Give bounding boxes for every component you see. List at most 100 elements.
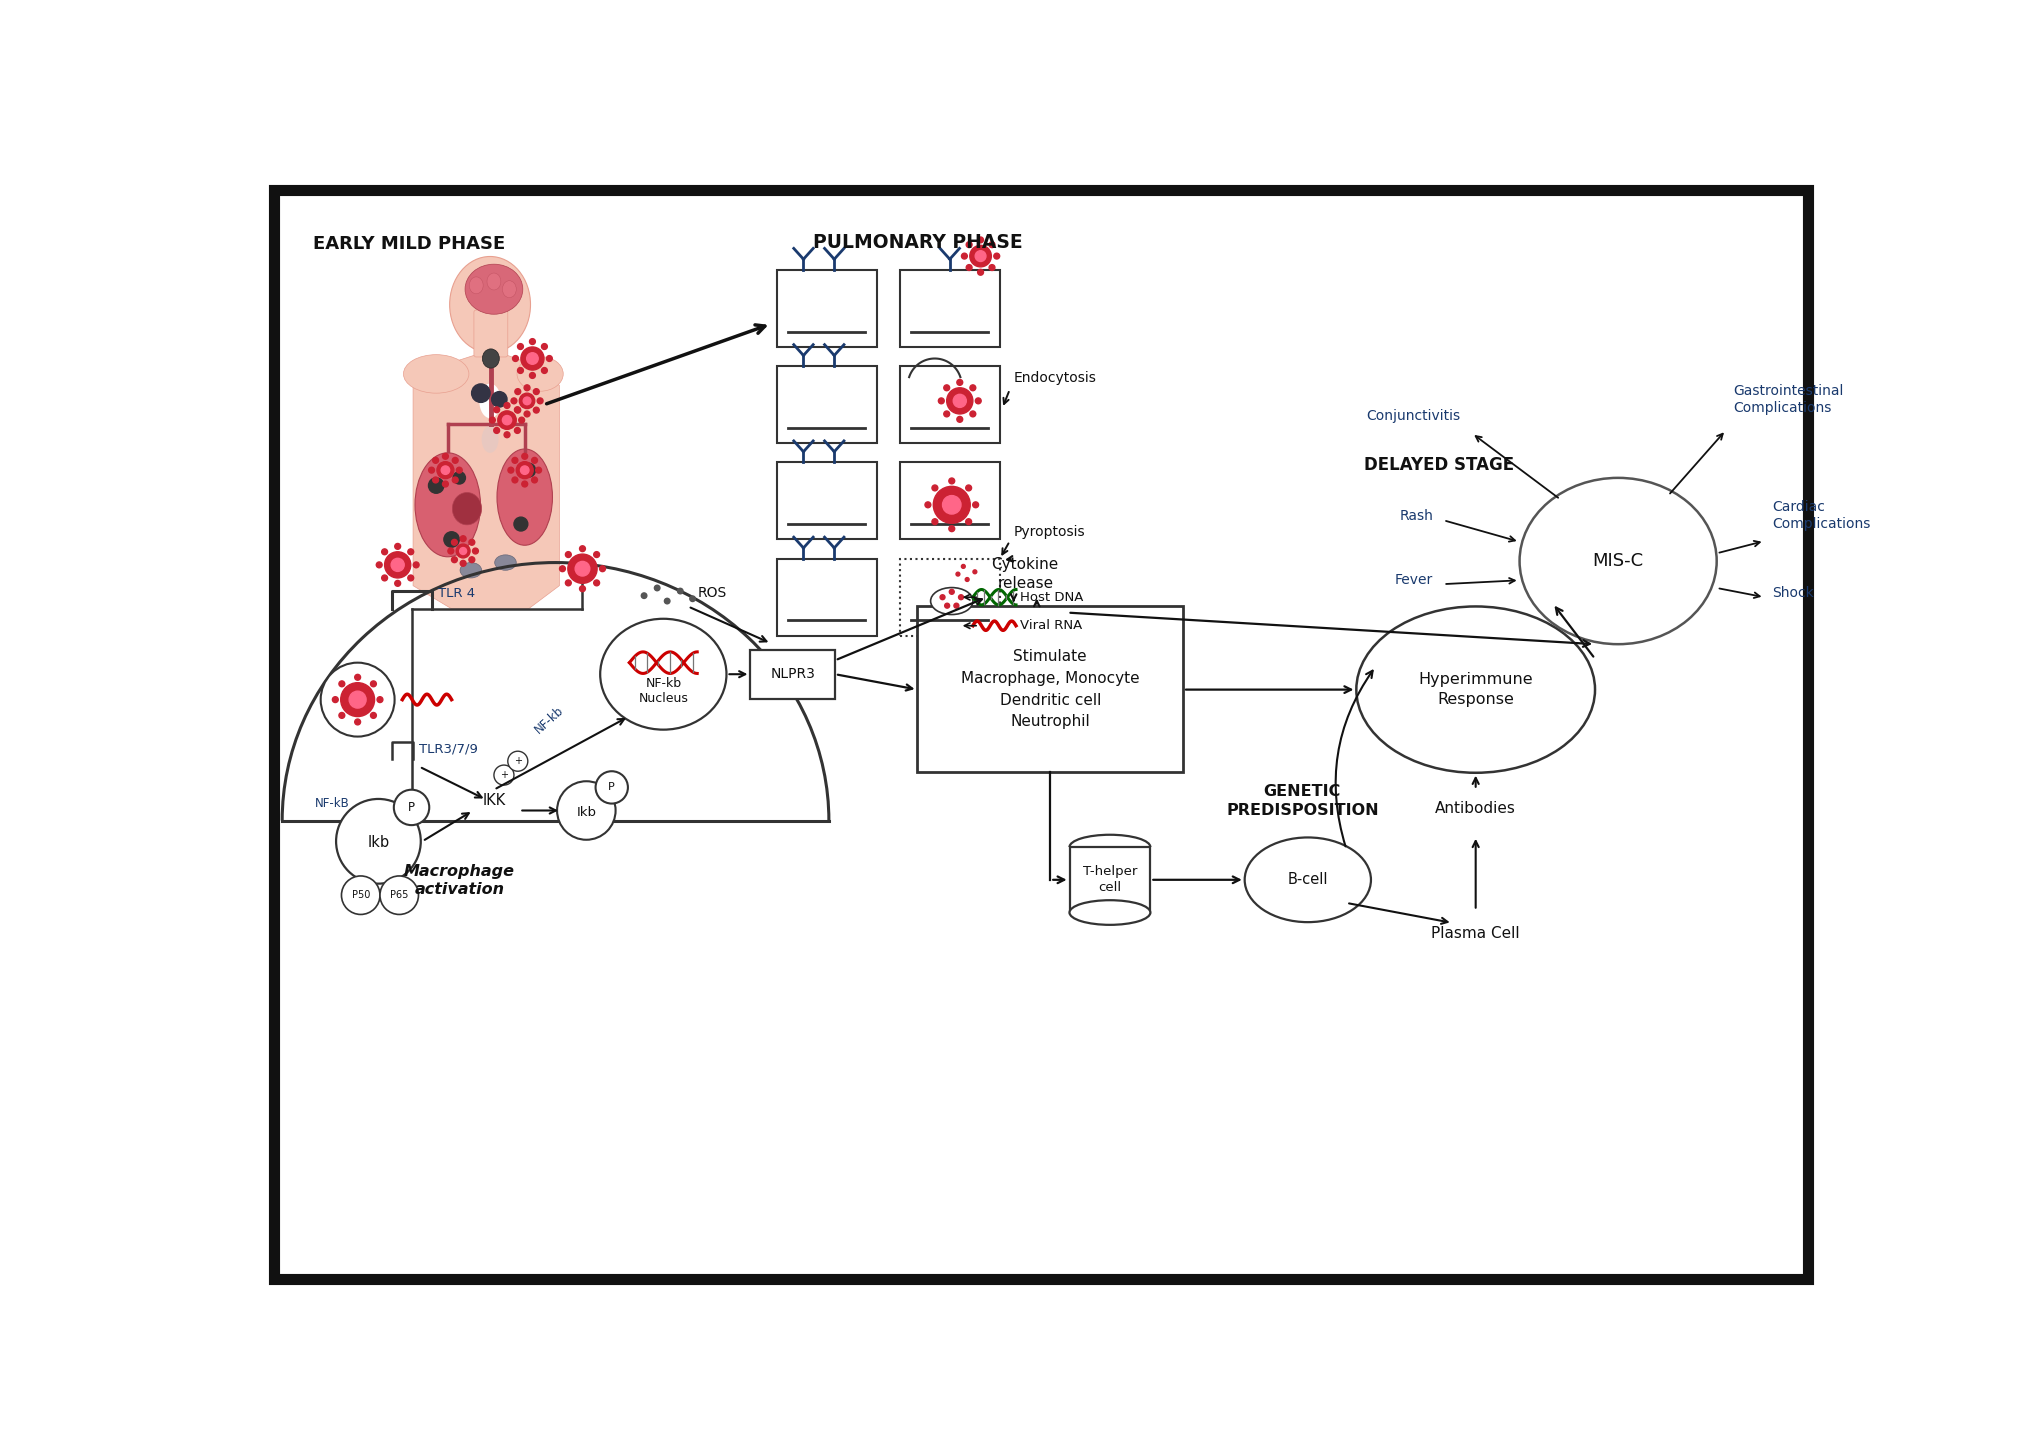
Text: Plasma Cell: Plasma Cell	[1431, 926, 1520, 941]
Circle shape	[471, 384, 490, 403]
Circle shape	[654, 585, 660, 590]
Text: NLPR3: NLPR3	[770, 667, 815, 682]
Circle shape	[532, 477, 536, 483]
Circle shape	[518, 343, 524, 349]
Circle shape	[973, 502, 979, 507]
Circle shape	[965, 265, 971, 270]
Circle shape	[498, 411, 516, 429]
Bar	[900, 462, 1000, 539]
Ellipse shape	[482, 349, 500, 368]
Circle shape	[961, 564, 965, 569]
Circle shape	[512, 458, 518, 464]
Circle shape	[949, 478, 955, 484]
Circle shape	[547, 356, 553, 362]
Ellipse shape	[404, 355, 469, 393]
Circle shape	[408, 574, 415, 580]
Circle shape	[437, 462, 453, 478]
Circle shape	[512, 477, 518, 483]
Circle shape	[925, 502, 931, 507]
Circle shape	[959, 595, 963, 599]
Text: Shock: Shock	[1772, 586, 1815, 601]
Text: Fever: Fever	[1396, 573, 1433, 587]
Circle shape	[642, 593, 646, 599]
Circle shape	[341, 683, 374, 717]
Circle shape	[536, 398, 543, 404]
Circle shape	[947, 388, 973, 414]
Circle shape	[977, 269, 983, 275]
Circle shape	[520, 393, 534, 409]
Circle shape	[969, 246, 992, 268]
Circle shape	[447, 548, 453, 554]
Bar	[900, 270, 1000, 348]
Circle shape	[565, 551, 571, 557]
Circle shape	[443, 481, 449, 487]
Circle shape	[459, 548, 467, 554]
Circle shape	[990, 265, 996, 270]
Ellipse shape	[459, 563, 482, 577]
Text: TLR 4: TLR 4	[437, 587, 475, 601]
Ellipse shape	[453, 493, 482, 525]
Bar	[776, 462, 876, 539]
Circle shape	[677, 589, 683, 593]
Circle shape	[593, 580, 599, 586]
Circle shape	[441, 465, 449, 474]
Circle shape	[490, 417, 496, 423]
Circle shape	[494, 407, 500, 413]
Ellipse shape	[469, 276, 484, 294]
Circle shape	[429, 478, 443, 493]
Circle shape	[443, 454, 449, 459]
Circle shape	[541, 368, 547, 374]
Circle shape	[994, 253, 1000, 259]
Circle shape	[394, 790, 429, 824]
Circle shape	[953, 394, 967, 407]
Circle shape	[939, 398, 945, 404]
Text: PULMONARY PHASE: PULMONARY PHASE	[813, 233, 1022, 252]
Text: NF-kb
Nucleus: NF-kb Nucleus	[638, 678, 689, 705]
Circle shape	[453, 471, 465, 484]
Text: Stimulate
Macrophage, Monocyte
Dendritic cell
Neutrophil: Stimulate Macrophage, Monocyte Dendritic…	[961, 650, 1140, 728]
Circle shape	[514, 427, 520, 433]
Circle shape	[524, 411, 530, 417]
Ellipse shape	[488, 273, 500, 289]
Ellipse shape	[516, 356, 563, 391]
Text: NF-kb: NF-kb	[532, 704, 567, 737]
Circle shape	[451, 539, 457, 545]
Circle shape	[943, 411, 949, 417]
Ellipse shape	[498, 449, 553, 545]
Text: EARLY MILD PHASE: EARLY MILD PHASE	[313, 236, 506, 253]
Circle shape	[969, 385, 975, 391]
Circle shape	[593, 551, 599, 557]
Text: IKK: IKK	[482, 792, 506, 808]
Ellipse shape	[1520, 478, 1717, 644]
Circle shape	[961, 253, 967, 259]
Text: ROS: ROS	[697, 586, 727, 601]
Circle shape	[459, 560, 465, 566]
Ellipse shape	[557, 781, 616, 840]
Circle shape	[524, 385, 530, 391]
Text: Cytokine
release: Cytokine release	[992, 557, 1059, 590]
Circle shape	[965, 519, 971, 525]
Polygon shape	[412, 355, 559, 609]
Ellipse shape	[335, 798, 421, 884]
Circle shape	[508, 467, 514, 473]
Circle shape	[514, 388, 520, 394]
Circle shape	[356, 675, 360, 680]
Circle shape	[433, 458, 439, 464]
Circle shape	[689, 596, 695, 602]
Circle shape	[949, 589, 955, 595]
Circle shape	[394, 544, 400, 550]
Text: Host DNA: Host DNA	[1020, 590, 1083, 603]
Circle shape	[975, 398, 981, 404]
Circle shape	[433, 477, 439, 483]
Text: TLR3/7/9: TLR3/7/9	[419, 743, 478, 756]
Circle shape	[380, 875, 419, 915]
Circle shape	[522, 454, 528, 459]
Circle shape	[457, 544, 469, 558]
Circle shape	[579, 545, 585, 551]
Bar	[776, 270, 876, 348]
Circle shape	[378, 696, 382, 702]
Text: Ikb: Ikb	[368, 836, 390, 851]
Text: Gastrointestinal
Complications: Gastrointestinal Complications	[1733, 384, 1843, 416]
Text: P: P	[408, 801, 415, 814]
Ellipse shape	[482, 426, 498, 452]
